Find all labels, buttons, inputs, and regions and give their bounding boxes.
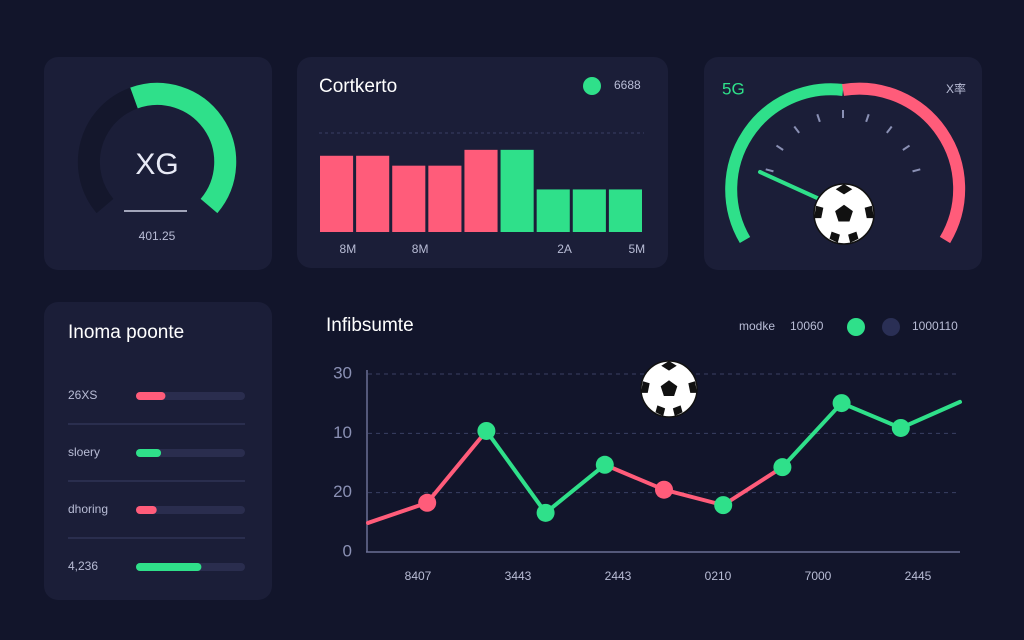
x-tick-label: 8M <box>412 242 429 256</box>
progress-bar <box>136 392 166 400</box>
gauge-track <box>77 87 139 214</box>
line-segment <box>484 428 548 515</box>
progress-track <box>136 449 245 457</box>
row-label: dhoring <box>68 502 108 516</box>
gauge-tick <box>886 125 893 134</box>
line-segment <box>543 462 607 515</box>
data-point <box>891 418 910 437</box>
gauge-tick <box>765 168 774 173</box>
bar <box>572 189 606 232</box>
progress-bar <box>136 449 162 457</box>
gauge-needle <box>758 170 828 204</box>
legend-swatch <box>583 77 601 95</box>
gauge-tick <box>865 113 870 123</box>
x-tick-label: 7000 <box>805 569 832 583</box>
bar <box>536 189 570 232</box>
y-tick-label: 10 <box>333 423 352 442</box>
bar <box>392 165 426 232</box>
gauge-tick <box>912 168 921 173</box>
legend-swatch <box>882 318 900 336</box>
row-label: 26XS <box>68 388 97 402</box>
x-tick-label: 5M <box>628 242 645 256</box>
legend-label: 6688 <box>614 78 641 92</box>
soccer-ball <box>813 183 875 245</box>
x-tick-label: 2A <box>557 242 572 256</box>
bar <box>320 155 354 232</box>
bar <box>464 149 498 232</box>
legend-label: 10060 <box>790 319 824 333</box>
soccer-ball <box>640 360 698 418</box>
legend-label: modke <box>739 319 775 333</box>
bar <box>356 155 390 232</box>
chart-title: Infibsumte <box>326 315 414 336</box>
data-point <box>714 496 733 515</box>
line-segment <box>366 500 430 525</box>
line-segment <box>839 401 903 430</box>
line-segment <box>780 401 844 470</box>
gauge-arc-high <box>842 82 966 244</box>
gauge-value: 401.25 <box>139 229 176 243</box>
y-tick-label: 20 <box>333 482 352 501</box>
data-point <box>655 480 673 499</box>
list-title: Inoma poonte <box>68 322 184 343</box>
bar <box>608 189 642 232</box>
data-point <box>477 421 496 440</box>
legend-swatch <box>847 318 865 336</box>
gauge-unit: X率 <box>946 81 966 96</box>
data-point <box>536 503 555 522</box>
x-tick-label: 2443 <box>605 569 632 583</box>
y-tick-label: 0 <box>343 541 352 560</box>
data-point <box>595 455 614 474</box>
chart-title: Cortkerto <box>319 76 397 97</box>
line-segment <box>721 465 785 508</box>
bar <box>428 165 462 232</box>
line-segment <box>662 487 726 508</box>
progress-track <box>136 506 245 514</box>
gauge-arc-low <box>725 83 844 244</box>
line-segment <box>602 462 666 492</box>
gauge-label: XG <box>135 148 178 181</box>
bar <box>500 149 534 232</box>
data-point <box>773 458 792 477</box>
y-tick-label: 30 <box>333 363 352 382</box>
progress-bar <box>136 506 157 514</box>
x-tick-label: 8407 <box>405 569 432 583</box>
gauge-tick <box>793 125 800 134</box>
gauge-tick <box>775 144 784 151</box>
data-point <box>418 493 437 512</box>
gauge-arc <box>130 82 237 214</box>
x-tick-label: 8M <box>340 242 357 256</box>
gauge-tick <box>816 113 821 123</box>
data-point <box>832 394 851 413</box>
legend-label: 1000110 <box>912 319 958 333</box>
row-label: sloery <box>68 445 100 459</box>
gauge-label: 5G <box>722 79 745 98</box>
x-tick-label: 0210 <box>705 569 732 583</box>
line-segment <box>898 399 962 430</box>
row-label: 4,236 <box>68 559 98 573</box>
x-tick-label: 2445 <box>905 569 932 583</box>
line-segment <box>425 428 489 505</box>
x-tick-label: 3443 <box>505 569 532 583</box>
progress-bar <box>136 563 202 571</box>
gauge-tick <box>902 144 911 151</box>
